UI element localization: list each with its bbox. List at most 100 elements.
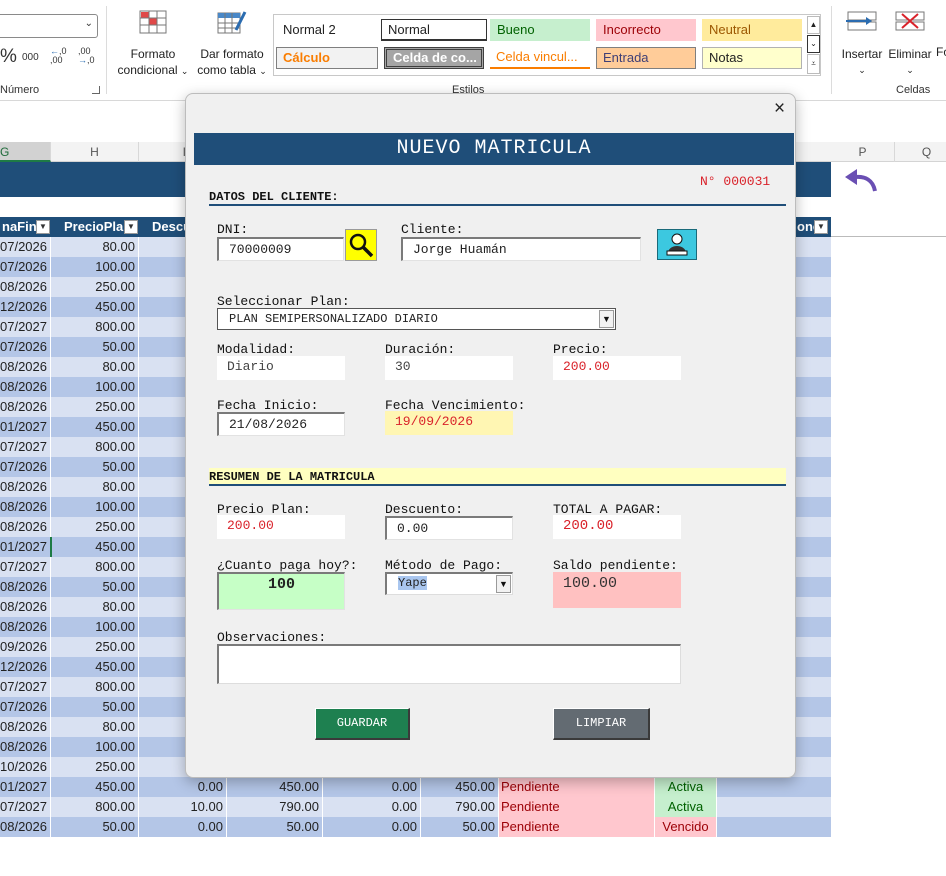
filter-dropdown-icon[interactable]: ▼ <box>36 220 50 234</box>
cell-fecha-fin[interactable]: 08/2026 <box>0 717 51 737</box>
cell-precio-plan[interactable]: 250.00 <box>51 517 139 537</box>
cell-precio-plan[interactable]: 50.00 <box>51 457 139 477</box>
format-as-table-button[interactable]: Dar formato como tabla ⌄ <box>192 10 272 79</box>
cell-precio-plan[interactable]: 450.00 <box>51 537 139 557</box>
close-icon[interactable]: × <box>774 98 786 119</box>
cell-subtotal[interactable]: 790.00 <box>227 797 323 817</box>
cell-precio-plan[interactable]: 80.00 <box>51 597 139 617</box>
style-notas[interactable]: Notas <box>702 47 802 69</box>
new-client-button[interactable] <box>657 229 697 260</box>
chevron-down-icon[interactable]: ▼ <box>496 575 511 593</box>
style-entrada[interactable]: Entrada <box>596 47 696 69</box>
cell-precio-plan[interactable]: 800.00 <box>51 797 139 817</box>
style-incorrecto[interactable]: Incorrecto <box>596 19 696 41</box>
limpiar-button[interactable]: LIMPIAR <box>553 708 650 740</box>
cell-precio-plan[interactable]: 450.00 <box>51 777 139 797</box>
cell-precio-plan[interactable]: 50.00 <box>51 577 139 597</box>
cell-fecha-fin[interactable]: 08/2026 <box>0 817 51 837</box>
cell-precio-plan[interactable]: 800.00 <box>51 677 139 697</box>
cell-fecha-fin[interactable]: 07/2026 <box>0 257 51 277</box>
cell-fecha-fin[interactable]: 08/2026 <box>0 397 51 417</box>
cell-precio-plan[interactable]: 80.00 <box>51 717 139 737</box>
cell-precio-plan[interactable]: 450.00 <box>51 657 139 677</box>
cell-saldo[interactable]: 50.00 <box>421 817 499 837</box>
dialog-launcher-icon[interactable] <box>92 86 100 94</box>
cell-precio-plan[interactable]: 80.00 <box>51 477 139 497</box>
cell-fecha-fin[interactable]: 01/2027 <box>0 417 51 437</box>
cell-fecha-fin[interactable]: 08/2026 <box>0 737 51 757</box>
gallery-more-button[interactable]: ⩡ <box>807 54 820 74</box>
cell-fecha-fin[interactable]: 12/2026 <box>0 297 51 317</box>
cell-fecha-fin[interactable]: 08/2026 <box>0 477 51 497</box>
cell-fecha-fin[interactable]: 07/2027 <box>0 437 51 457</box>
cell-fecha-fin[interactable]: 07/2027 <box>0 677 51 697</box>
cell-estado[interactable]: Vencido <box>655 817 717 837</box>
cell-fecha-fin[interactable]: 08/2026 <box>0 617 51 637</box>
cell-descuento[interactable]: 0.00 <box>139 817 227 837</box>
cell-fecha-fin[interactable]: 08/2026 <box>0 517 51 537</box>
gallery-scroll-down-button[interactable]: ⌄ <box>807 35 820 53</box>
cell-descuento[interactable]: 10.00 <box>139 797 227 817</box>
cell-precio-plan[interactable]: 100.00 <box>51 737 139 757</box>
cell-fecha-fin[interactable]: 09/2026 <box>0 637 51 657</box>
cell-estado-pago[interactable]: Pendiente <box>499 817 655 837</box>
cell-precio-plan[interactable]: 800.00 <box>51 557 139 577</box>
descuento-input[interactable]: 0.00 <box>385 516 513 540</box>
cell-fecha-fin[interactable]: 08/2026 <box>0 597 51 617</box>
cell-precio-plan[interactable]: 450.00 <box>51 417 139 437</box>
cell-subtotal[interactable]: 450.00 <box>227 777 323 797</box>
cell-fecha-fin[interactable]: 08/2026 <box>0 497 51 517</box>
metodo-select[interactable]: Yape ▼ <box>385 572 513 595</box>
cell-precio-plan[interactable]: 80.00 <box>51 357 139 377</box>
style-celda-vinculada[interactable]: Celda vincul... <box>490 47 590 69</box>
cell-fecha-fin[interactable]: 08/2026 <box>0 377 51 397</box>
cell-fecha-fin[interactable]: 08/2026 <box>0 357 51 377</box>
search-client-button[interactable] <box>345 229 377 261</box>
cell-fecha-fin[interactable]: 08/2026 <box>0 277 51 297</box>
cell-fecha-fin[interactable]: 07/2027 <box>0 557 51 577</box>
cell-precio-plan[interactable]: 50.00 <box>51 337 139 357</box>
cell-precio-plan[interactable]: 50.00 <box>51 697 139 717</box>
cell-precio-plan[interactable]: 100.00 <box>51 377 139 397</box>
cell-precio-plan[interactable]: 80.00 <box>51 237 139 257</box>
style-calculo[interactable]: Cálculo <box>276 47 378 69</box>
cell-fecha-fin[interactable]: 07/2027 <box>0 797 51 817</box>
insert-cells-button[interactable]: Insertar ⌄ <box>838 10 886 78</box>
percent-style-button[interactable]: % <box>0 46 17 67</box>
plan-select[interactable]: PLAN SEMIPERSONALIZADO DIARIO ▼ <box>217 308 616 330</box>
cell-descuento[interactable]: 0.00 <box>139 777 227 797</box>
cell-fecha-fin[interactable]: 07/2026 <box>0 697 51 717</box>
cell-precio-plan[interactable]: 450.00 <box>51 297 139 317</box>
cell-precio-plan[interactable]: 800.00 <box>51 437 139 457</box>
cell-precio-plan[interactable]: 250.00 <box>51 637 139 657</box>
cell-precio-plan[interactable]: 100.00 <box>51 257 139 277</box>
cell-fecha-fin[interactable]: 07/2026 <box>0 337 51 357</box>
number-format-dropdown[interactable]: ⌄ <box>0 14 98 38</box>
comma-style-button[interactable]: 000 <box>22 52 39 63</box>
cell-precio-plan[interactable]: 100.00 <box>51 617 139 637</box>
style-neutral[interactable]: Neutral <box>702 19 802 41</box>
chevron-down-icon[interactable]: ▼ <box>599 310 614 328</box>
cell-fecha-fin[interactable]: 01/2027 <box>0 777 51 797</box>
cell-saldo[interactable]: 790.00 <box>421 797 499 817</box>
style-normal-2[interactable]: Normal 2 <box>276 19 376 41</box>
cell-fecha-fin[interactable]: 10/2026 <box>0 757 51 777</box>
filter-dropdown-icon[interactable]: ▼ <box>124 220 138 234</box>
style-bueno[interactable]: Bueno <box>490 19 590 41</box>
cell-precio-plan[interactable]: 50.00 <box>51 817 139 837</box>
cell-precio-plan[interactable]: 250.00 <box>51 757 139 777</box>
fecha-inicio-input[interactable]: 21/08/2026 <box>217 412 345 436</box>
decrease-decimal-button[interactable]: ,00 →,0 <box>78 46 95 65</box>
cell-estado-pago[interactable]: Pendiente <box>499 797 655 817</box>
guardar-button[interactable]: GUARDAR <box>315 708 410 740</box>
dni-input[interactable]: 70000009 <box>217 237 344 261</box>
column-header-p[interactable]: P <box>831 142 895 162</box>
cell-precio-plan[interactable]: 100.00 <box>51 497 139 517</box>
style-celda-comprobacion[interactable]: Celda de co... <box>384 47 484 69</box>
cell-precio-plan[interactable]: 250.00 <box>51 277 139 297</box>
conditional-format-button[interactable]: Formato condicional ⌄ <box>112 10 194 79</box>
cell-estado[interactable]: Activa <box>655 797 717 817</box>
delete-cells-button[interactable]: Eliminar ⌄ <box>886 10 934 78</box>
column-header-h[interactable]: H <box>51 142 139 162</box>
gallery-scroll-up-button[interactable]: ▲ <box>807 16 820 34</box>
